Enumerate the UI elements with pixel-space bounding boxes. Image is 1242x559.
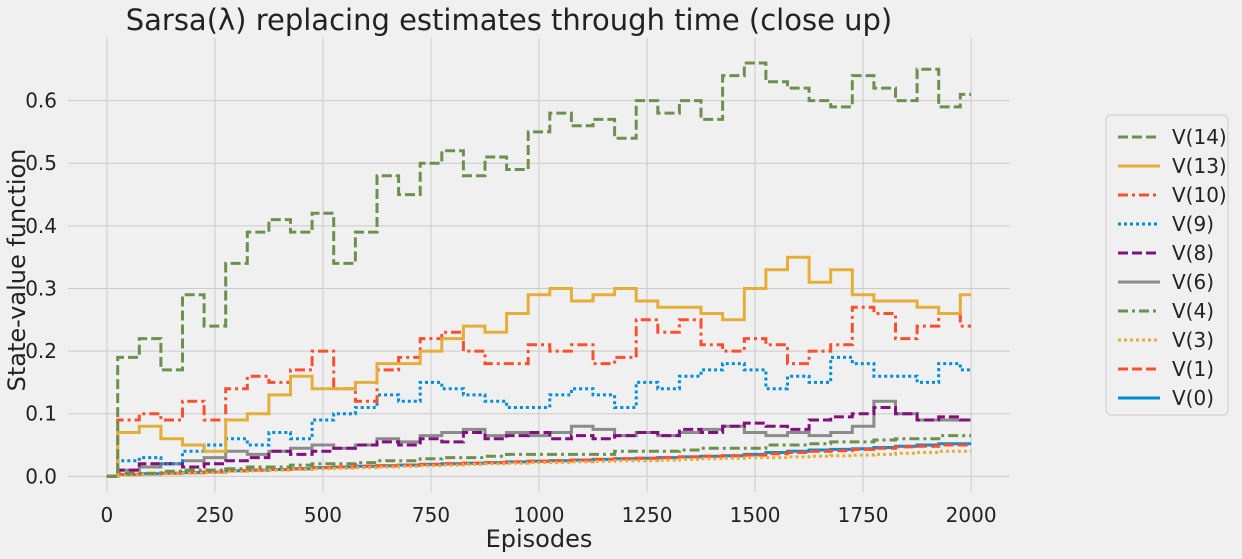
series-line-v4	[106, 434, 972, 478]
x-tick-label: 2000	[946, 503, 997, 527]
y-tick-label: 0.1	[25, 402, 57, 426]
x-tick-label: 500	[304, 503, 342, 527]
series-lines	[106, 61, 972, 478]
legend-label: V(4)	[1172, 299, 1214, 323]
y-tick-label: 0.5	[25, 151, 57, 175]
legend-label: V(10)	[1172, 183, 1227, 207]
x-tick-label: 750	[412, 503, 450, 527]
legend-label: V(3)	[1172, 328, 1214, 352]
series-line-v3	[106, 449, 972, 478]
x-tick-label: 0	[101, 503, 114, 527]
series-line-v14	[106, 61, 972, 478]
legend-label: V(8)	[1172, 241, 1214, 265]
x-tick-label: 1000	[514, 503, 565, 527]
series-line-v13	[106, 255, 972, 478]
grid	[68, 38, 1010, 492]
y-tick-label: 0.0	[25, 464, 57, 488]
y-tick-label: 0.4	[25, 214, 57, 238]
y-tick-label: 0.2	[25, 339, 57, 363]
legend-label: V(9)	[1172, 212, 1214, 236]
legend-label: V(13)	[1172, 154, 1227, 178]
y-tick-label: 0.3	[25, 276, 57, 300]
x-tick-label: 1500	[730, 503, 781, 527]
legend-label: V(14)	[1172, 125, 1227, 149]
x-tick-label: 250	[196, 503, 234, 527]
x-axis-label: Episodes	[486, 525, 593, 553]
series-line-v8	[106, 406, 972, 478]
x-tick-label: 1250	[622, 503, 673, 527]
legend: V(14) V(13) V(10) V(9) V(8) V(6) V(4) V(3) V(1) V…	[1105, 114, 1229, 416]
legend-label: V(6)	[1172, 270, 1214, 294]
tick-labels: 0 250 500 750 1000 1250 1500 1750 2000 0.0 0.1 0.2 0…	[25, 89, 996, 527]
chart-title: Sarsa(λ) replacing estimates through tim…	[126, 3, 893, 37]
series-line-v9	[106, 355, 972, 478]
y-tick-label: 0.6	[25, 89, 57, 113]
x-tick-label: 1750	[838, 503, 889, 527]
series-line-v10	[106, 305, 972, 478]
y-axis-label: State-value function	[3, 149, 31, 392]
legend-label: V(1)	[1172, 357, 1214, 381]
legend-label: V(0)	[1172, 386, 1214, 410]
